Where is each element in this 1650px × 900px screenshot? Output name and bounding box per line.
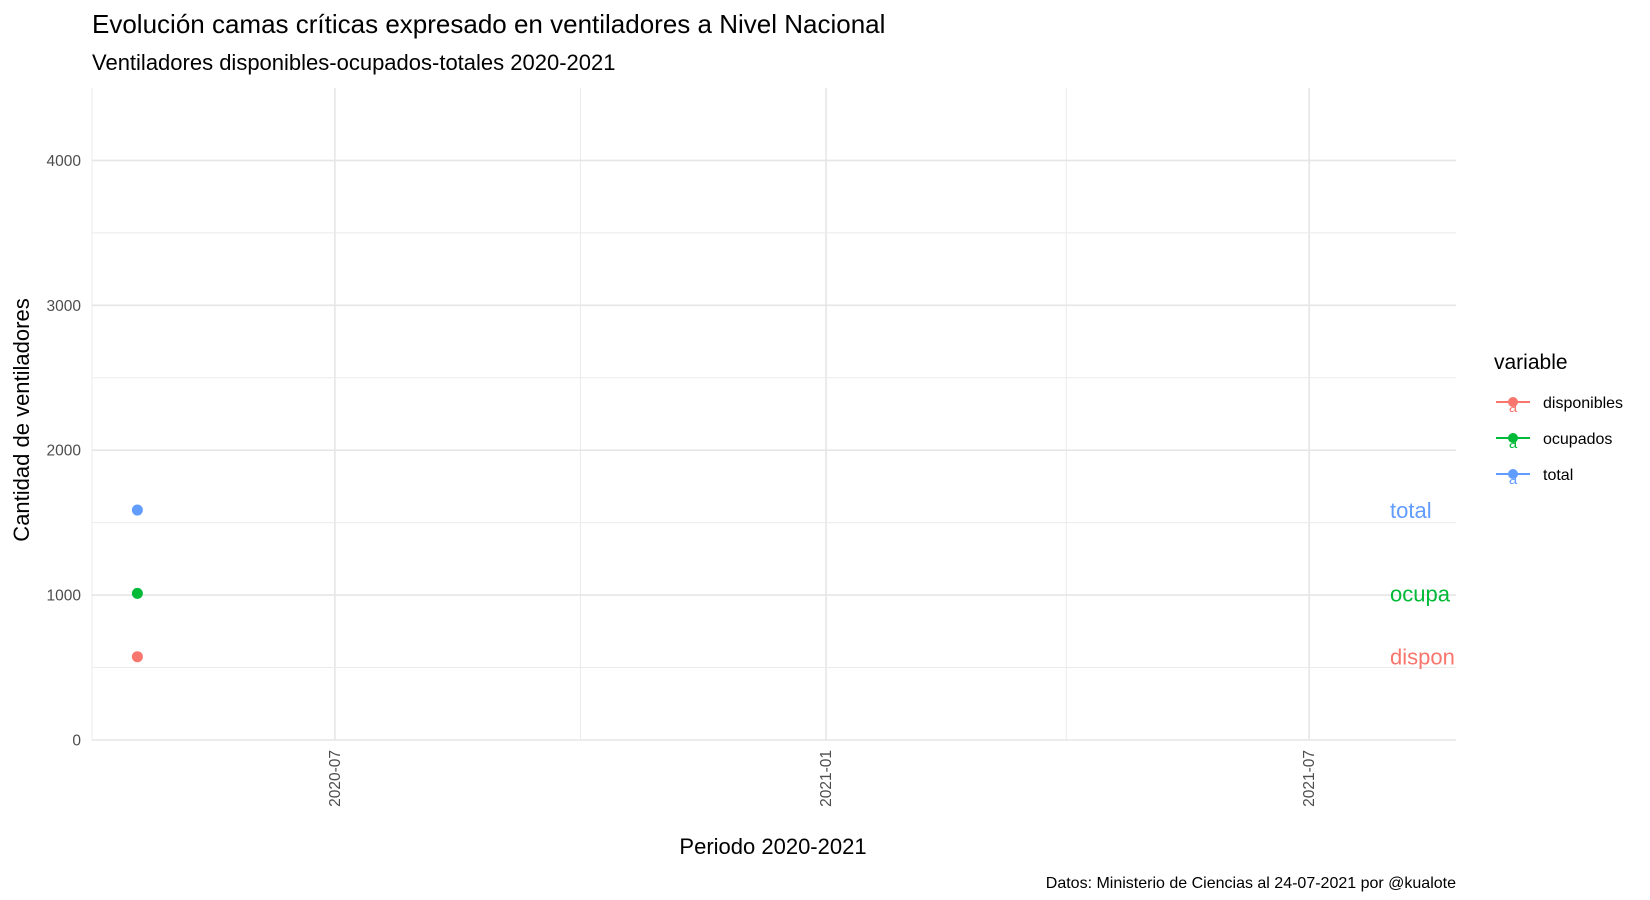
- chart-caption: Datos: Ministerio de Ciencias al 24-07-2…: [1046, 875, 1456, 892]
- y-tick-label: 3000: [47, 298, 82, 315]
- grid: [91, 88, 1456, 741]
- x-axis-title: Periodo 2020-2021: [679, 834, 866, 859]
- chart-subtitle: Ventiladores disponibles-ocupados-totale…: [92, 50, 615, 75]
- legend-key-point: [1508, 397, 1518, 407]
- legend-key-point: [1508, 469, 1518, 479]
- legend: variable a disponibles a ocupados a total: [1494, 351, 1623, 488]
- y-axis-ticks: 0 1000 2000 3000 4000: [47, 153, 82, 750]
- y-tick-label: 2000: [47, 443, 82, 460]
- chart-title: Evolución camas críticas expresado en ve…: [92, 9, 885, 39]
- legend-title: variable: [1494, 351, 1568, 374]
- y-tick-label: 1000: [47, 588, 82, 605]
- series-end-labels: dispon ocupa total: [1390, 498, 1455, 670]
- y-tick-label: 0: [72, 733, 81, 750]
- legend-item-disponibles: a disponibles: [1496, 395, 1623, 416]
- data-points: [131, 504, 143, 663]
- legend-key-point: [1508, 433, 1518, 443]
- legend-item-ocupados: a ocupados: [1496, 431, 1612, 452]
- legend-label: ocupados: [1543, 431, 1612, 448]
- legend-label: disponibles: [1543, 395, 1623, 412]
- legend-item-total: a total: [1496, 467, 1573, 488]
- legend-key-text-glyph: a: [1509, 435, 1518, 452]
- x-tick-label: 2021-01: [818, 750, 835, 807]
- data-point-ocupados: [131, 587, 143, 599]
- y-tick-label: 4000: [47, 153, 82, 170]
- end-label-total: total: [1390, 498, 1432, 523]
- x-axis-ticks: 2020-07 2021-01 2021-07: [327, 750, 1318, 807]
- y-axis-title: Cantidad de ventiladores: [9, 298, 34, 541]
- legend-key-text-glyph: a: [1509, 471, 1518, 488]
- end-label-disponibles: dispon: [1390, 645, 1455, 670]
- legend-label: total: [1543, 467, 1573, 484]
- data-point-disponibles: [131, 651, 143, 663]
- legend-key-text-glyph: a: [1509, 399, 1518, 416]
- x-tick-label: 2021-07: [1301, 750, 1318, 807]
- end-label-ocupados: ocupa: [1390, 581, 1451, 606]
- x-tick-label: 2020-07: [327, 750, 344, 807]
- data-point-total: [131, 504, 143, 516]
